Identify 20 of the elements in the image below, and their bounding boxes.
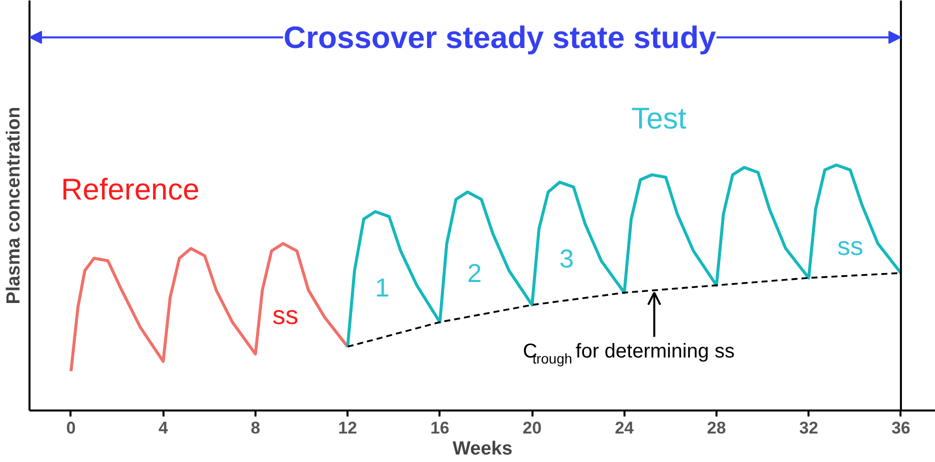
series-label: Test xyxy=(631,102,688,136)
x-tick-label: 8 xyxy=(250,418,260,438)
x-tick-label: 36 xyxy=(891,418,910,438)
x-tick-label: 12 xyxy=(338,418,358,438)
annotation: 3 xyxy=(559,243,574,274)
chart-title: Crossover steady state study xyxy=(284,20,717,55)
annotation: ss xyxy=(837,231,864,262)
x-tick-label: 20 xyxy=(522,418,542,438)
x-tick-label: 16 xyxy=(430,418,450,438)
x-tick-label: 28 xyxy=(707,418,726,438)
annotation: 2 xyxy=(467,258,482,288)
annotation: 1 xyxy=(374,272,390,303)
x-tick-label: 24 xyxy=(614,418,634,438)
y-axis-title: Plasma concentration xyxy=(4,106,24,304)
series-label: Reference xyxy=(60,174,200,207)
annotation: ss xyxy=(272,300,298,330)
x-tick-label: 0 xyxy=(66,418,76,438)
x-tick-label: 4 xyxy=(158,418,168,438)
x-tick-label: 32 xyxy=(799,418,818,438)
x-axis-title: Weeks xyxy=(452,438,512,460)
